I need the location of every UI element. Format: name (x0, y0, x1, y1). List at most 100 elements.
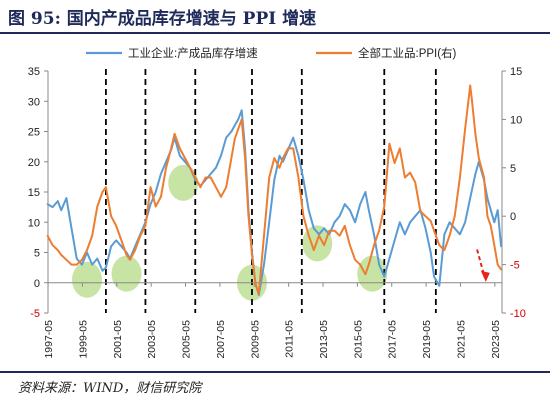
series-2-point (278, 167, 281, 169)
series-1-point (474, 173, 477, 175)
series-1-point (359, 203, 362, 205)
x-tick-label: 2021-05 (455, 320, 467, 359)
series-1-point (383, 275, 386, 278)
series-1-point (469, 197, 472, 199)
series-1-point (273, 179, 276, 181)
series-1-point (373, 233, 375, 236)
series-1-point (302, 179, 305, 181)
series-2-point (134, 249, 136, 251)
series-2-point (409, 171, 411, 174)
series-2-point (343, 225, 346, 227)
series-1-point (91, 263, 93, 266)
series-2-point (490, 225, 492, 227)
series-1-point (154, 191, 157, 193)
series-2-point (469, 84, 472, 87)
series-1-point (115, 239, 118, 242)
series-2-point (500, 268, 502, 271)
series-1-point (443, 233, 446, 236)
series-2-point (354, 258, 356, 261)
y-left-tick-label: 5 (34, 248, 40, 260)
series-1-point (398, 221, 401, 224)
series-2-point (154, 205, 157, 208)
series-1-point (209, 173, 212, 175)
series-1-point (220, 154, 222, 157)
series-1-point (364, 191, 367, 193)
series-2-point (459, 176, 461, 179)
series-2-point (225, 186, 227, 188)
series-2-point (268, 176, 270, 179)
series-1-point (424, 227, 427, 230)
series-2-point (144, 225, 147, 227)
series-1-point (307, 209, 310, 211)
series-2-point (368, 263, 370, 266)
legend-label-2: 全部工业品:PPI(右) (358, 46, 457, 60)
series-1-point (486, 197, 489, 199)
x-tick-label: 2007-05 (215, 320, 227, 359)
series-1-point (496, 209, 499, 211)
series-2-point (237, 128, 240, 130)
series-1-point (184, 160, 186, 163)
y-left-tick-label: 0 (34, 278, 40, 290)
series-2-point (258, 292, 260, 295)
series-1-point (46, 203, 49, 205)
series-1-point (493, 221, 496, 224)
series-2-point (448, 234, 451, 237)
series-2-point (483, 176, 485, 179)
series-layer (46, 84, 503, 296)
y-right-tick-label: 15 (510, 66, 522, 78)
series-1-point (110, 245, 112, 248)
series-2-point (496, 263, 499, 266)
series-1-point (179, 154, 181, 157)
series-1-point (404, 233, 406, 236)
series-1-point (448, 221, 451, 224)
series-2-point (70, 263, 73, 266)
legend-label-1: 工业企业:产成品库存增速 (128, 46, 258, 60)
series-2-point (160, 196, 162, 198)
y-right-tick-label: -10 (510, 308, 526, 320)
highlight-ellipse (72, 261, 103, 298)
series-2-point (220, 196, 222, 198)
x-tick-label: 1999-05 (77, 320, 89, 359)
series-1-point (388, 257, 391, 260)
x-tick-label: 2019-05 (421, 320, 433, 359)
series-1-point (313, 227, 315, 230)
series-1-point (230, 130, 233, 133)
series-2-point (424, 215, 427, 217)
annotation-layer (476, 249, 490, 282)
x-tick-label: 2017-05 (387, 320, 399, 359)
series-2-point (323, 244, 325, 247)
series-2-point (86, 249, 88, 251)
series-1-point (333, 221, 336, 224)
series-1-point (429, 251, 432, 254)
series-2-point (433, 229, 435, 232)
series-1-point (349, 209, 351, 211)
series-1-point (149, 203, 152, 205)
axes-layer: -5 0 5 10 15 20 25 30 35 -10 -5 0 5 10 15 1997-05 1999-0… (28, 66, 526, 359)
series-2-point (115, 225, 118, 227)
series-2-point (302, 215, 305, 217)
series-2-point (282, 157, 284, 159)
series-1-point (500, 245, 502, 248)
series-1-point (65, 197, 68, 199)
series-2-point (120, 239, 123, 242)
series-2-point (378, 229, 380, 232)
series-2-point (364, 273, 367, 276)
series-1-point (160, 173, 162, 175)
series-1-point (378, 263, 380, 266)
series-2-point (96, 205, 99, 208)
series-2-point (179, 147, 181, 150)
series-2-point (110, 215, 112, 217)
series-2-point (388, 142, 391, 145)
series-2-point (91, 234, 93, 237)
series-2-point (419, 210, 422, 213)
series-2-point (240, 118, 243, 121)
series-1-point (165, 160, 167, 163)
series-2-point (101, 191, 104, 193)
series-1-point (343, 203, 346, 205)
trend-arrow-head (480, 270, 490, 282)
series-1-point (70, 227, 73, 230)
x-tick-label: 2003-05 (146, 320, 158, 359)
series-1-point (490, 209, 492, 211)
series-1-point (433, 275, 435, 278)
series-2-point (56, 249, 59, 251)
